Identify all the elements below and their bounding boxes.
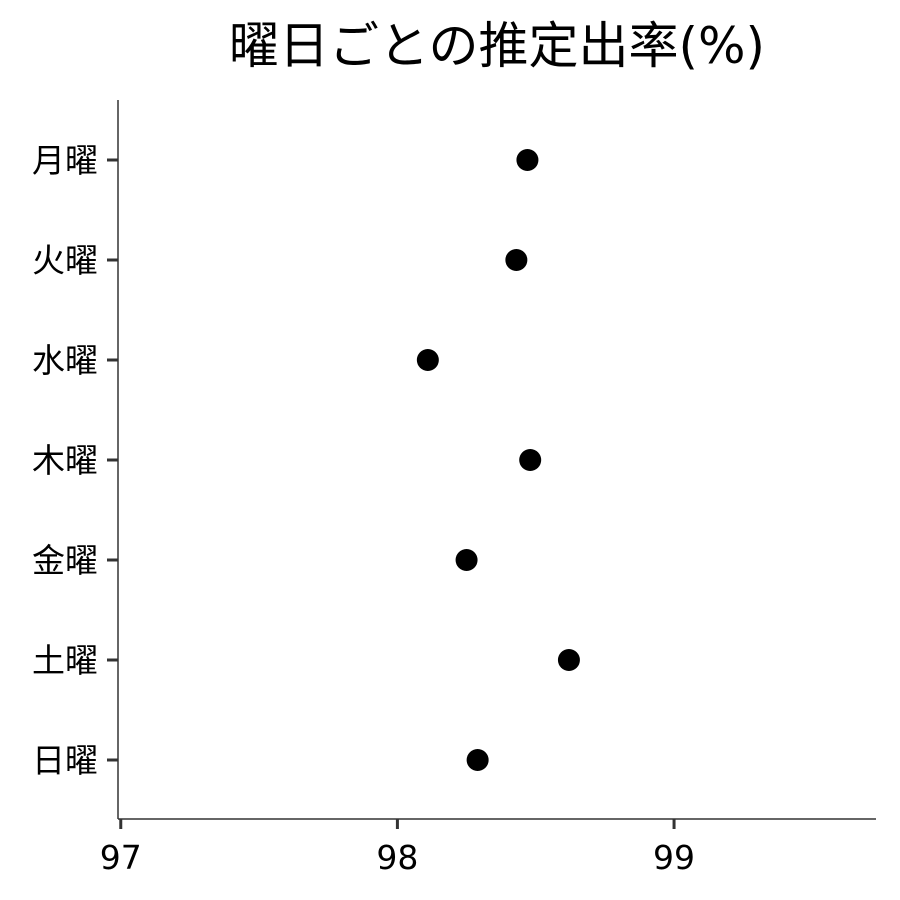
y-tick-label: 金曜 (32, 541, 98, 580)
data-point (519, 449, 542, 471)
y-tick-label: 木曜 (32, 441, 98, 480)
y-tick-label: 月曜 (32, 141, 98, 180)
x-axis-ticks: 97 98 99 (100, 819, 695, 877)
data-point (557, 649, 580, 671)
y-tick-label: 土曜 (32, 641, 98, 680)
y-tick-label: 水曜 (32, 341, 98, 380)
data-point (455, 549, 478, 571)
y-tick-label: 火曜 (32, 241, 98, 280)
data-point (505, 249, 528, 271)
x-tick-label: 97 (100, 838, 142, 877)
data-point (466, 749, 489, 771)
data-point (416, 349, 439, 371)
x-tick-label: 99 (653, 838, 695, 877)
data-point (516, 149, 539, 171)
y-tick-label: 日曜 (32, 741, 98, 780)
x-tick-label: 98 (376, 838, 418, 877)
chart-title: 曜日ごとの推定出率(%) (229, 17, 765, 75)
data-points (416, 149, 580, 771)
